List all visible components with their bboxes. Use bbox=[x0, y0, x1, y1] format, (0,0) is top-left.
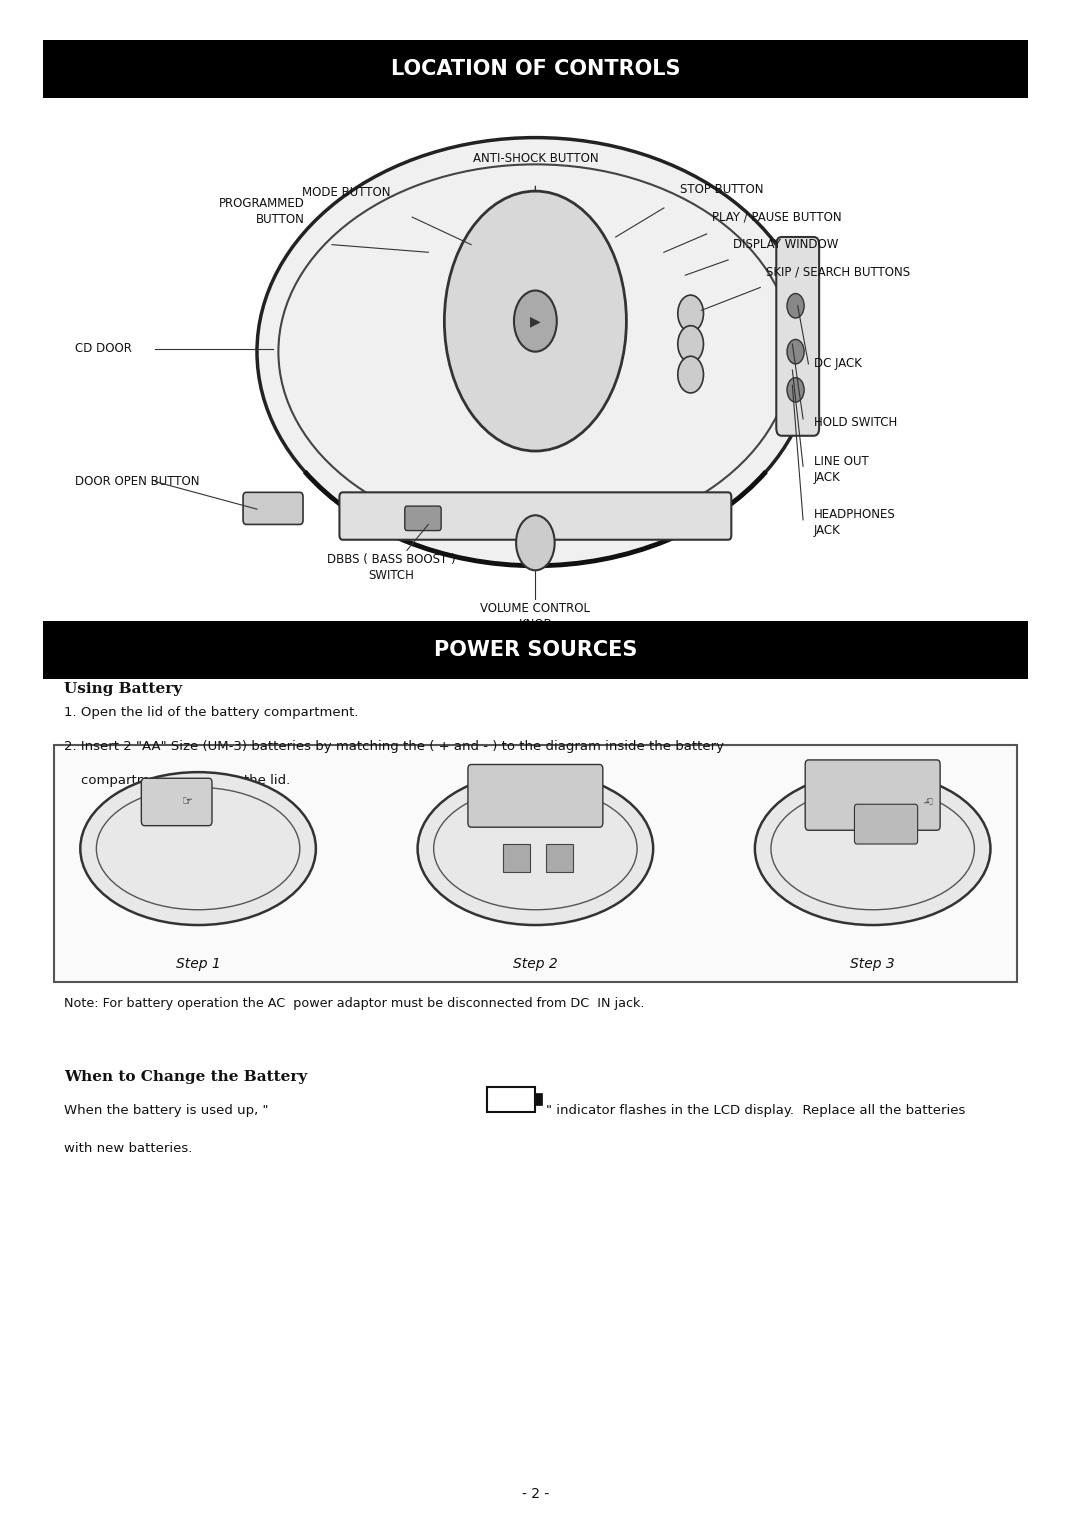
Circle shape bbox=[514, 291, 557, 352]
Text: SKIP / SEARCH BUTTONS: SKIP / SEARCH BUTTONS bbox=[766, 265, 909, 278]
Bar bbox=[536, 1093, 542, 1105]
Bar bbox=[503, 844, 530, 872]
Circle shape bbox=[678, 295, 703, 332]
Text: " indicator flashes in the LCD display.  Replace all the batteries: " indicator flashes in the LCD display. … bbox=[546, 1104, 966, 1118]
Text: HEADPHONES
JACK: HEADPHONES JACK bbox=[813, 509, 895, 537]
Text: PROGRAMMED
BUTTON: PROGRAMMED BUTTON bbox=[219, 197, 306, 226]
Text: Step 1: Step 1 bbox=[176, 957, 220, 971]
Bar bbox=[43, 40, 1028, 98]
Text: ANTI-SHOCK BUTTON: ANTI-SHOCK BUTTON bbox=[473, 151, 598, 165]
FancyBboxPatch shape bbox=[243, 492, 303, 524]
Bar bbox=[43, 621, 1028, 679]
Text: ☞: ☞ bbox=[920, 792, 932, 804]
Text: 1. Open the lid of the battery compartment.: 1. Open the lid of the battery compartme… bbox=[64, 706, 359, 720]
Circle shape bbox=[444, 191, 626, 451]
Text: DISPLAY WINDOW: DISPLAY WINDOW bbox=[733, 237, 839, 251]
Text: LINE OUT
JACK: LINE OUT JACK bbox=[813, 456, 868, 483]
Text: Note: For battery operation the AC  power adaptor must be disconnected from DC  : Note: For battery operation the AC power… bbox=[64, 997, 645, 1011]
Circle shape bbox=[787, 378, 805, 402]
FancyBboxPatch shape bbox=[405, 506, 441, 531]
Text: compartment and close the lid.: compartment and close the lid. bbox=[64, 774, 291, 787]
Circle shape bbox=[787, 294, 805, 318]
Text: 2. Insert 2 "AA" Size (UM-3) batteries by matching the ( + and - ) to the diagra: 2. Insert 2 "AA" Size (UM-3) batteries b… bbox=[64, 740, 725, 754]
Text: DC JACK: DC JACK bbox=[813, 358, 862, 370]
Text: with new batteries.: with new batteries. bbox=[64, 1142, 192, 1156]
Text: LOCATION OF CONTROLS: LOCATION OF CONTROLS bbox=[391, 58, 680, 80]
Text: Using Battery: Using Battery bbox=[64, 682, 183, 696]
Text: STOP BUTTON: STOP BUTTON bbox=[680, 182, 764, 196]
Circle shape bbox=[678, 326, 703, 362]
Text: MODE BUTTON: MODE BUTTON bbox=[302, 185, 391, 199]
Text: DBBS ( BASS BOOST )
SWITCH: DBBS ( BASS BOOST ) SWITCH bbox=[326, 553, 455, 583]
Text: HOLD SWITCH: HOLD SWITCH bbox=[813, 416, 897, 428]
Ellipse shape bbox=[257, 138, 813, 566]
Text: When the battery is used up, ": When the battery is used up, " bbox=[64, 1104, 269, 1118]
FancyBboxPatch shape bbox=[141, 778, 212, 826]
Text: DOOR OPEN BUTTON: DOOR OPEN BUTTON bbox=[75, 476, 200, 488]
Bar bbox=[487, 1087, 536, 1112]
FancyBboxPatch shape bbox=[777, 237, 819, 436]
Circle shape bbox=[787, 339, 805, 364]
Text: - 2 -: - 2 - bbox=[522, 1488, 549, 1501]
Text: ▶: ▶ bbox=[530, 313, 541, 329]
Circle shape bbox=[678, 356, 703, 393]
Text: VOLUME CONTROL
KNOB: VOLUME CONTROL KNOB bbox=[481, 602, 591, 631]
Text: Step 3: Step 3 bbox=[850, 957, 895, 971]
Text: POWER SOURCES: POWER SOURCES bbox=[434, 639, 637, 661]
Text: CD DOOR: CD DOOR bbox=[75, 342, 132, 355]
Ellipse shape bbox=[418, 772, 653, 925]
Text: PLAY / PAUSE BUTTON: PLAY / PAUSE BUTTON bbox=[712, 209, 841, 223]
FancyBboxPatch shape bbox=[339, 492, 731, 540]
Text: Step 2: Step 2 bbox=[513, 957, 557, 971]
FancyBboxPatch shape bbox=[806, 760, 940, 830]
Bar bbox=[546, 844, 572, 872]
Ellipse shape bbox=[755, 772, 990, 925]
Bar bbox=[54, 745, 1017, 982]
Text: ☞: ☞ bbox=[181, 795, 193, 807]
FancyBboxPatch shape bbox=[468, 764, 603, 827]
Text: When to Change the Battery: When to Change the Battery bbox=[64, 1070, 308, 1084]
FancyBboxPatch shape bbox=[854, 804, 918, 844]
Circle shape bbox=[516, 515, 555, 570]
Ellipse shape bbox=[80, 772, 315, 925]
